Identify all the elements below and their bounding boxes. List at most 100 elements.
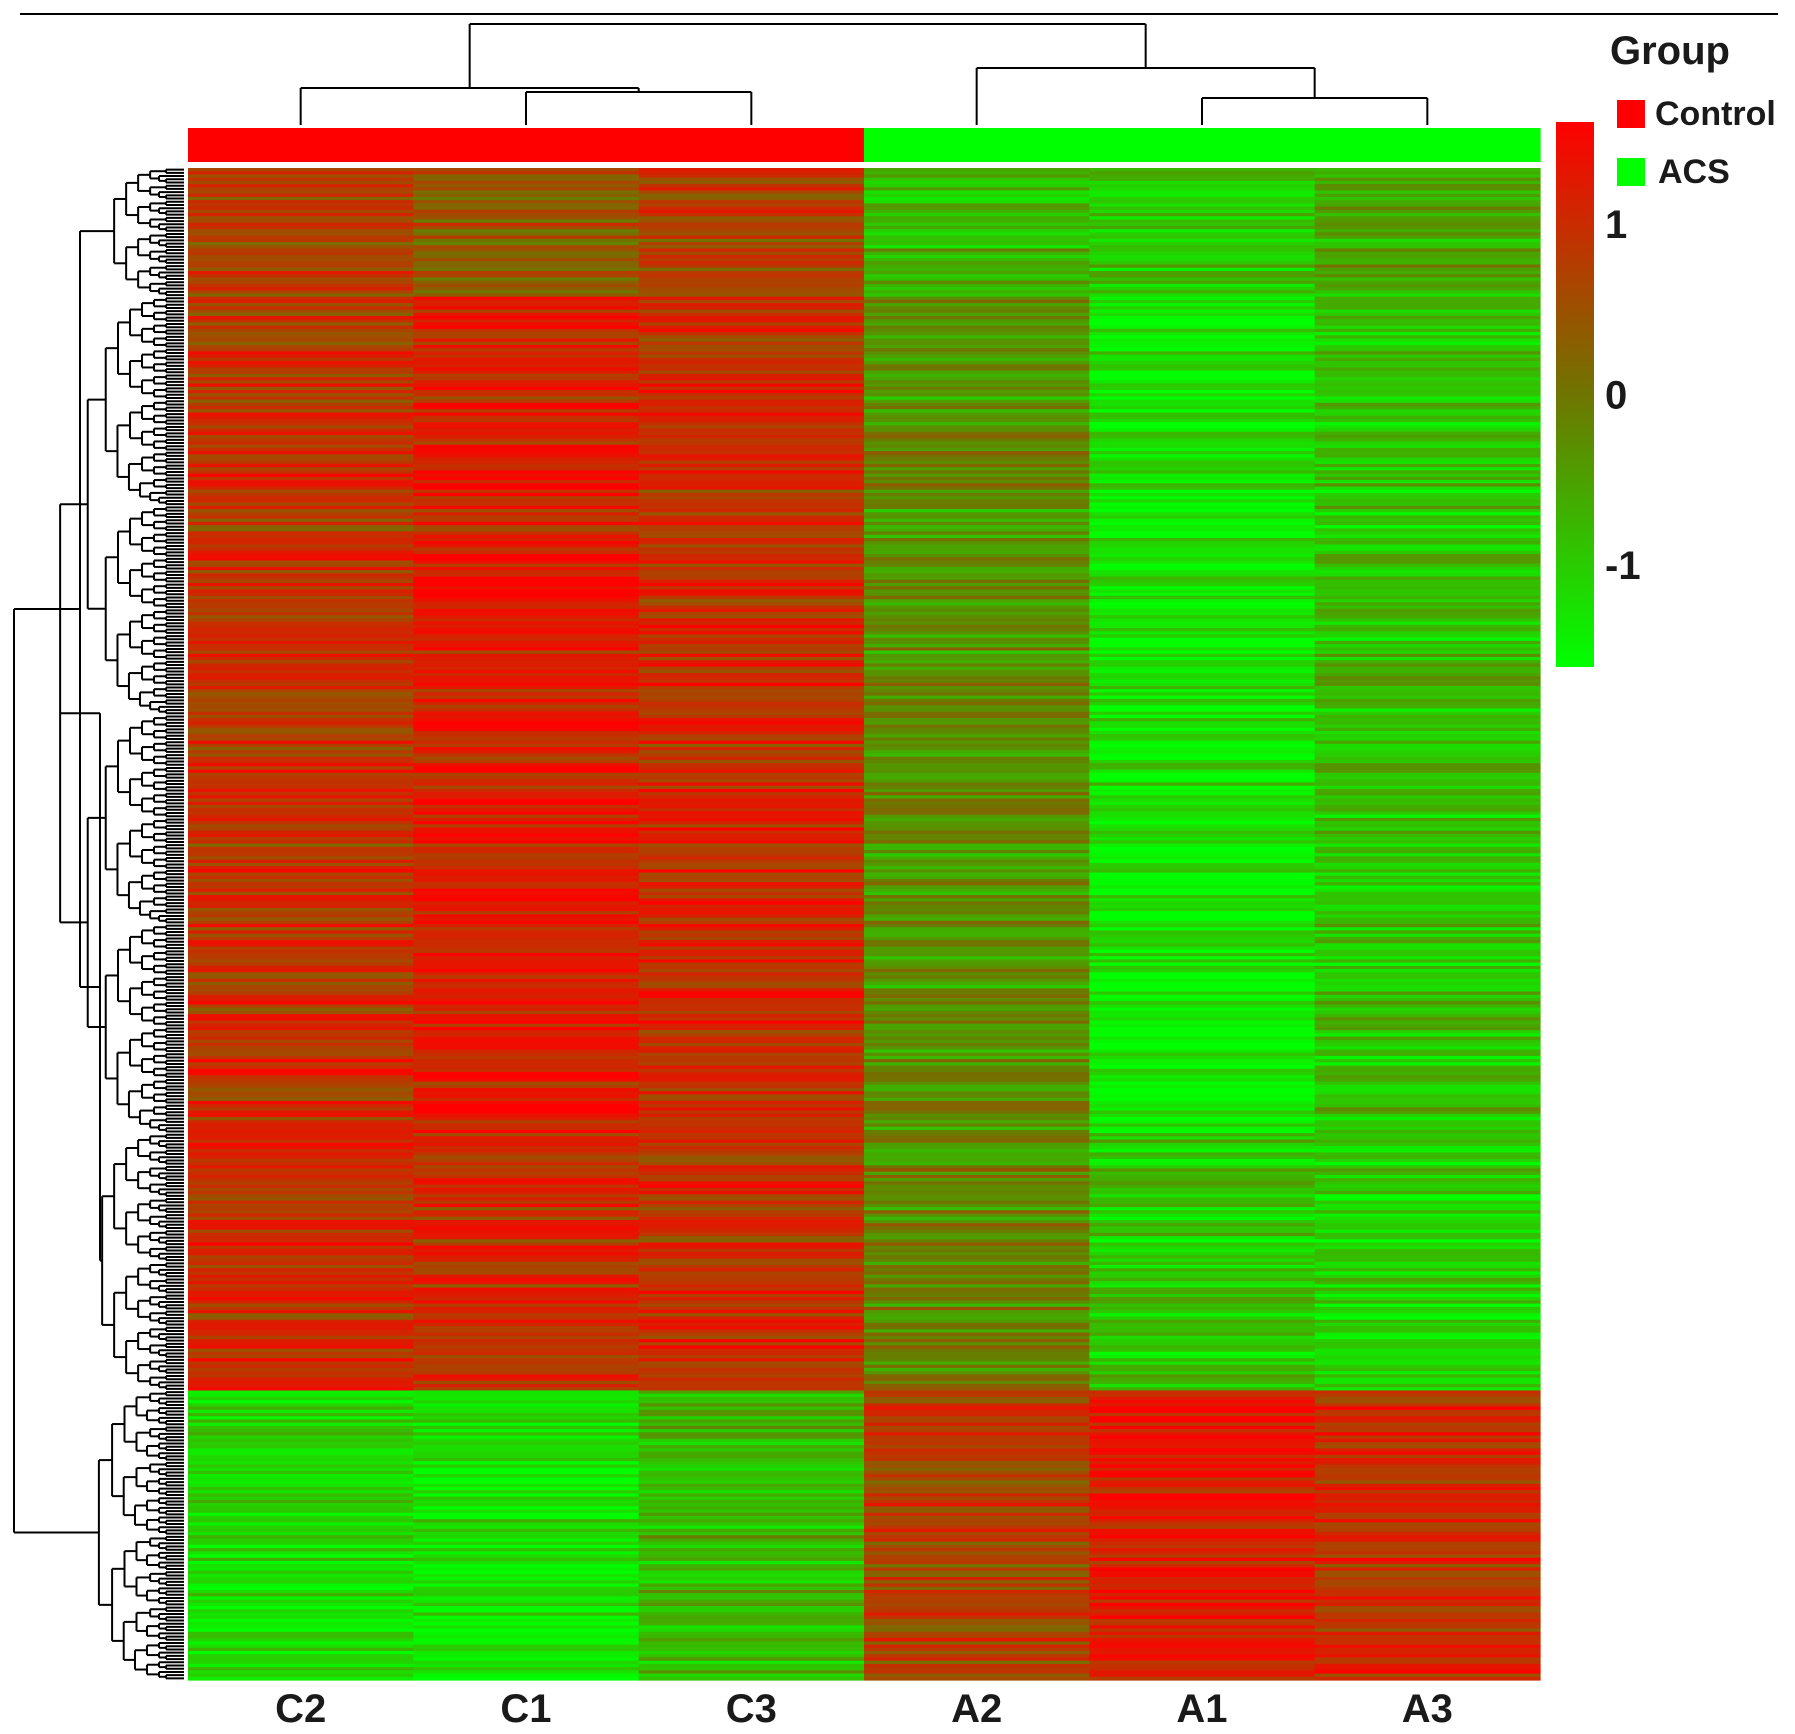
heatmap-cell <box>1314 1126 1541 1131</box>
heatmap-cell <box>188 660 414 665</box>
heatmap-cell <box>638 1043 865 1047</box>
heatmap-cell <box>413 409 640 414</box>
heatmap-cell <box>638 647 865 652</box>
heatmap-cell <box>1314 348 1541 352</box>
heatmap-cell <box>1314 1499 1541 1504</box>
heatmap-cell <box>638 737 865 742</box>
heatmap-cell <box>188 1474 414 1478</box>
heatmap-cell <box>413 541 640 545</box>
heatmap-cell <box>1314 1223 1541 1227</box>
heatmap-cell <box>413 1570 640 1575</box>
heatmap-cell <box>638 698 865 703</box>
heatmap-cell <box>413 467 640 471</box>
heatmap-cell <box>413 290 640 295</box>
heatmap-cell <box>1314 1068 1541 1073</box>
heatmap-cell <box>864 776 1090 780</box>
heatmap-cell <box>1314 1663 1541 1668</box>
heatmap-cell <box>638 1351 865 1356</box>
heatmap-cell <box>1314 480 1541 484</box>
heatmap-cell <box>188 1017 414 1022</box>
heatmap-cell <box>638 463 865 468</box>
heatmap-cell <box>864 817 1090 822</box>
heatmap-cell <box>1314 1583 1541 1588</box>
heatmap-cell <box>1314 1271 1541 1276</box>
heatmap-cell <box>413 911 640 915</box>
heatmap-cell <box>864 473 1090 478</box>
heatmap-cell <box>188 1226 414 1231</box>
heatmap-cell <box>864 312 1090 317</box>
heatmap-cell <box>1314 425 1541 430</box>
heatmap-cell <box>1089 579 1316 584</box>
heatmap-cell <box>413 238 640 243</box>
heatmap-cell <box>638 978 865 983</box>
heatmap-cell <box>864 225 1090 230</box>
heatmap-cell <box>188 734 414 739</box>
heatmap-cell <box>413 287 640 291</box>
heatmap-cell <box>1314 776 1541 780</box>
heatmap-cell <box>864 1384 1090 1388</box>
heatmap-cell <box>864 1564 1090 1569</box>
heatmap-cell <box>1089 1100 1316 1105</box>
heatmap-cell <box>864 1490 1090 1495</box>
heatmap-cell <box>864 1470 1090 1475</box>
heatmap-cell <box>1314 1071 1541 1076</box>
heatmap-cell <box>1314 312 1541 317</box>
heatmap-cell <box>413 695 640 700</box>
heatmap-cell <box>1314 509 1541 513</box>
heatmap-cell <box>1314 1300 1541 1305</box>
heatmap-cell <box>638 422 865 426</box>
heatmap-cell <box>1314 418 1541 423</box>
heatmap-cell <box>188 866 414 870</box>
heatmap-cell <box>638 341 865 346</box>
heatmap-cell <box>413 1174 640 1179</box>
heatmap-cell <box>1314 1464 1541 1469</box>
heatmap-cell <box>864 496 1090 500</box>
heatmap-cell <box>864 888 1090 893</box>
heatmap-cell <box>864 245 1090 250</box>
heatmap-cell <box>413 801 640 806</box>
heatmap-cell <box>413 1458 640 1462</box>
heatmap-cell <box>1089 1284 1316 1289</box>
heatmap-cell <box>188 1010 414 1015</box>
heatmap-cell <box>413 447 640 452</box>
heatmap-cell <box>413 1618 640 1623</box>
heatmap-cell <box>1314 557 1541 562</box>
heatmap-cell <box>188 547 414 552</box>
heatmap-cell <box>413 1017 640 1022</box>
heatmap-cell <box>638 1657 865 1662</box>
heatmap-cell <box>188 743 414 748</box>
heatmap-cell <box>864 1287 1090 1292</box>
heatmap-cell <box>638 518 865 523</box>
heatmap-cell <box>188 1663 414 1668</box>
heatmap-cell <box>864 756 1090 761</box>
heatmap-cell <box>1089 566 1316 571</box>
heatmap-cell <box>1089 1216 1316 1221</box>
heatmap-cell <box>638 515 865 520</box>
heatmap-cell <box>1314 525 1541 529</box>
colorbar <box>1556 122 1594 667</box>
heatmap-cell <box>1314 734 1541 739</box>
heatmap-cell <box>413 1528 640 1533</box>
heatmap-cell <box>413 647 640 652</box>
heatmap-cell <box>1314 965 1541 970</box>
heatmap-cell <box>638 599 865 603</box>
heatmap-cell <box>413 544 640 549</box>
heatmap-cell <box>864 798 1090 803</box>
heatmap-cell <box>413 1580 640 1585</box>
heatmap-cell <box>638 190 865 195</box>
heatmap-cell <box>1089 473 1316 478</box>
heatmap-cell <box>1314 1268 1541 1273</box>
heatmap-cell <box>413 737 640 742</box>
heatmap-cell <box>413 901 640 906</box>
heatmap-cell <box>188 1364 414 1369</box>
heatmap-cell <box>1089 991 1316 996</box>
heatmap-cell <box>638 1216 865 1221</box>
heatmap-cell <box>1089 1419 1316 1424</box>
heatmap-cell <box>1314 914 1541 919</box>
heatmap-cell <box>1089 200 1316 204</box>
heatmap-cell <box>1089 1367 1316 1372</box>
heatmap-cell <box>188 1191 414 1195</box>
heatmap-cell <box>1089 418 1316 423</box>
heatmap-cell <box>864 1361 1090 1366</box>
heatmap-cell <box>1089 801 1316 806</box>
